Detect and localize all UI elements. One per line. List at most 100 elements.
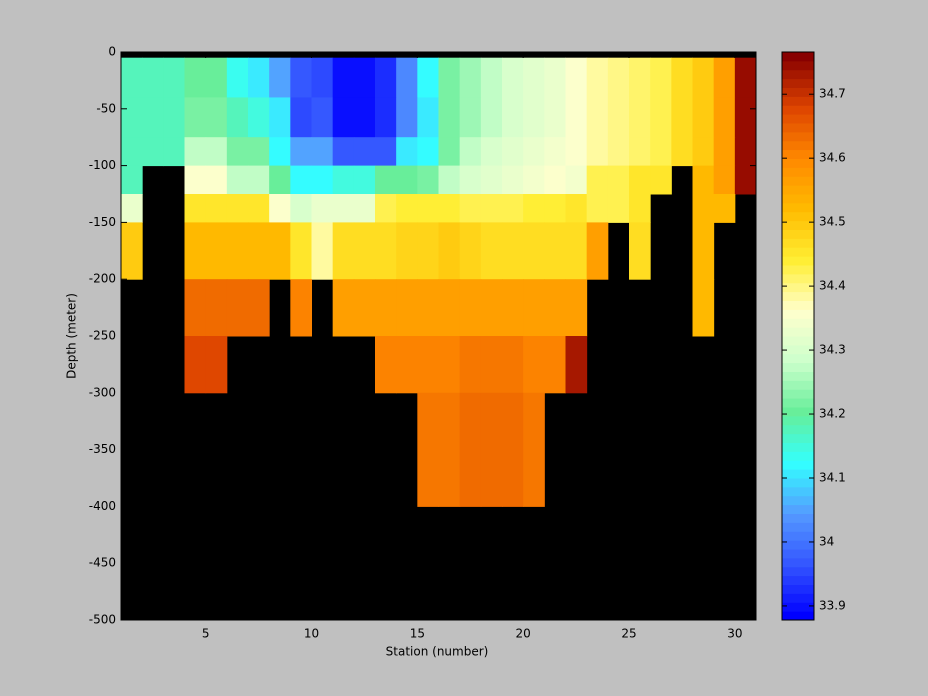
heatmap-cell bbox=[353, 165, 376, 195]
colorbar-swatch bbox=[782, 504, 814, 514]
heatmap-cell bbox=[353, 222, 376, 280]
heatmap-cell bbox=[248, 222, 270, 280]
colorbar-swatch bbox=[782, 566, 814, 577]
heatmap-cell bbox=[523, 165, 545, 195]
colorbar-swatch bbox=[782, 247, 814, 257]
heatmap-cell bbox=[629, 165, 651, 195]
heatmap-cell bbox=[205, 97, 228, 138]
heatmap-cell bbox=[438, 222, 461, 280]
heatmap-cell bbox=[734, 57, 757, 98]
heatmap-cell bbox=[544, 165, 566, 195]
colorbar-swatch bbox=[782, 194, 814, 204]
heatmap-cell bbox=[438, 392, 461, 507]
heatmap-cell bbox=[438, 279, 461, 337]
heatmap-cell bbox=[734, 97, 757, 138]
y-tick-label: -250 bbox=[89, 329, 116, 343]
heatmap-cell bbox=[544, 222, 566, 280]
heatmap-cell bbox=[480, 137, 503, 167]
heatmap-cell bbox=[353, 279, 376, 337]
colorbar-swatch bbox=[782, 300, 814, 310]
heatmap-cell bbox=[269, 194, 291, 223]
colorbar-swatch bbox=[782, 344, 814, 355]
heatmap-cell bbox=[353, 194, 376, 223]
colorbar-swatch bbox=[782, 469, 814, 479]
heatmap-cell bbox=[523, 279, 545, 337]
colorbar-tick-label: 34 bbox=[819, 534, 834, 548]
heatmap-cell bbox=[121, 222, 143, 280]
heatmap-cell bbox=[607, 97, 630, 138]
heatmap-cell bbox=[586, 194, 609, 223]
heatmap-cell bbox=[205, 137, 228, 167]
colorbar-swatch bbox=[782, 460, 814, 470]
colorbar-swatch bbox=[782, 140, 814, 151]
heatmap-cell bbox=[269, 57, 291, 98]
heatmap-cell bbox=[226, 57, 249, 98]
heatmap-cell bbox=[459, 336, 482, 394]
heatmap-cell bbox=[332, 137, 355, 167]
heatmap-cell bbox=[713, 57, 736, 98]
heatmap-cell bbox=[523, 222, 545, 280]
heatmap-cell bbox=[713, 137, 736, 167]
heatmap-cell bbox=[248, 57, 270, 98]
colorbar-swatch bbox=[782, 238, 814, 248]
heatmap-cell bbox=[226, 165, 249, 195]
heatmap-cell bbox=[396, 97, 418, 138]
heatmap-cell bbox=[438, 57, 461, 98]
heatmap-cell bbox=[438, 165, 461, 195]
heatmap-cell bbox=[523, 97, 545, 138]
heatmap-cell bbox=[332, 165, 355, 195]
heatmap-cell bbox=[438, 137, 461, 167]
heatmap-cell bbox=[629, 97, 651, 138]
heatmap-cell bbox=[438, 194, 461, 223]
heatmap-cell bbox=[692, 165, 715, 195]
heatmap-cell bbox=[396, 137, 418, 167]
colorbar-tick-label: 33.9 bbox=[819, 598, 846, 612]
heatmap-cell bbox=[396, 57, 418, 98]
heatmap-cell bbox=[396, 194, 418, 223]
heatmap-cell bbox=[544, 194, 566, 223]
heatmap-cell bbox=[311, 194, 334, 223]
heatmap-cell bbox=[692, 222, 715, 280]
x-tick-label: 10 bbox=[304, 627, 319, 641]
colorbar-swatch bbox=[782, 318, 814, 328]
colorbar-swatch bbox=[782, 105, 814, 115]
heatmap-cell bbox=[480, 222, 503, 280]
heatmap-cell bbox=[523, 57, 545, 98]
colorbar-swatch bbox=[782, 522, 814, 532]
heatmap-cell bbox=[502, 392, 524, 507]
heatmap-cell bbox=[226, 137, 249, 167]
colorbar-swatch bbox=[782, 309, 814, 319]
heatmap-cell bbox=[417, 392, 439, 507]
heatmap-cell bbox=[290, 194, 312, 223]
heatmap-cell bbox=[290, 165, 312, 195]
heatmap-cell bbox=[544, 57, 566, 98]
heatmap-cell bbox=[480, 97, 503, 138]
x-tick-label: 20 bbox=[516, 627, 531, 641]
heatmap-cell bbox=[205, 165, 228, 195]
colorbar-tick-label: 34.2 bbox=[819, 407, 846, 421]
heatmap-cell bbox=[417, 165, 439, 195]
heatmap-cell bbox=[226, 279, 249, 337]
colorbar-swatch bbox=[782, 211, 814, 222]
colorbar-swatch bbox=[782, 220, 814, 230]
colorbar-swatch bbox=[782, 540, 814, 550]
colorbar-tick-label: 34.7 bbox=[819, 87, 846, 101]
heatmap-cell bbox=[417, 194, 439, 223]
colorbar-swatch bbox=[782, 60, 814, 71]
heatmap-cell bbox=[396, 165, 418, 195]
heatmap-cell bbox=[332, 194, 355, 223]
y-tick-label: 0 bbox=[108, 45, 116, 59]
heatmap-cell bbox=[459, 392, 482, 507]
heatmap-cell bbox=[502, 194, 524, 223]
colorbar-swatch bbox=[782, 575, 814, 585]
heatmap-cell bbox=[586, 97, 609, 138]
heatmap-cell bbox=[565, 336, 588, 394]
heatmap-cell bbox=[311, 222, 334, 280]
heatmap-cell bbox=[226, 222, 249, 280]
heatmap-cell bbox=[459, 222, 482, 280]
heatmap-cell bbox=[205, 194, 228, 223]
colorbar-swatch bbox=[782, 87, 814, 97]
heatmap-cell bbox=[142, 57, 164, 98]
heatmap-cell bbox=[311, 97, 334, 138]
